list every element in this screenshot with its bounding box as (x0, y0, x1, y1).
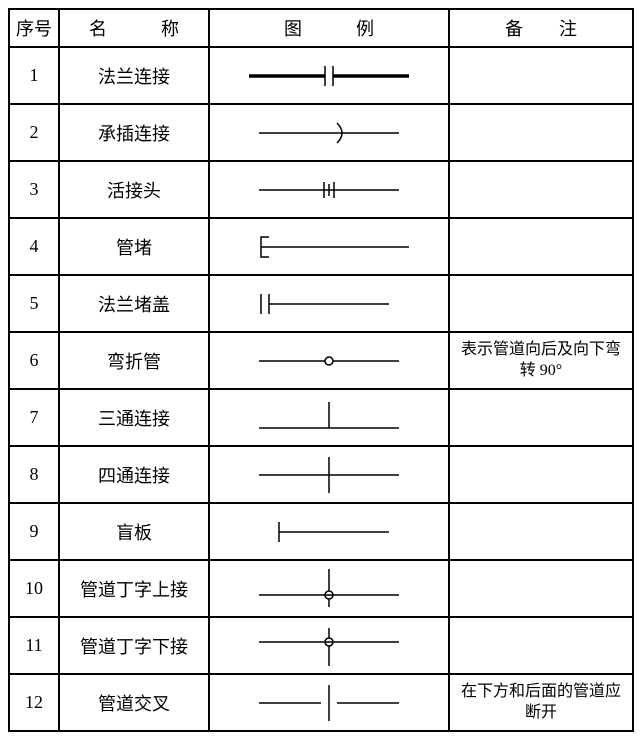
cell-num: 8 (9, 446, 59, 503)
cell-name: 管道丁字下接 (59, 617, 209, 674)
cell-name: 盲板 (59, 503, 209, 560)
symbol-blind-flange-icon (239, 280, 419, 328)
cell-num: 5 (9, 275, 59, 332)
cell-num: 6 (9, 332, 59, 389)
cell-name: 承插连接 (59, 104, 209, 161)
cell-note (449, 560, 633, 617)
table-row: 9盲板 (9, 503, 633, 560)
cell-num: 10 (9, 560, 59, 617)
symbol-tee-icon (239, 394, 419, 442)
cell-num: 9 (9, 503, 59, 560)
table-row: 8四通连接 (9, 446, 633, 503)
cell-note (449, 503, 633, 560)
table-row: 2承插连接 (9, 104, 633, 161)
cell-symbol (209, 104, 449, 161)
cell-symbol (209, 47, 449, 104)
cell-name: 管道丁字上接 (59, 560, 209, 617)
symbol-flange-icon (239, 52, 419, 100)
table-row: 5法兰堵盖 (9, 275, 633, 332)
symbol-union-icon (239, 166, 419, 214)
table-row: 11管道丁字下接 (9, 617, 633, 674)
table-row: 3活接头 (9, 161, 633, 218)
cell-note (449, 389, 633, 446)
cell-note (449, 446, 633, 503)
cell-num: 11 (9, 617, 59, 674)
cell-note: 表示管道向后及向下弯转 90° (449, 332, 633, 389)
symbol-tee-bottom-icon (239, 622, 419, 670)
cell-name: 四通连接 (59, 446, 209, 503)
symbol-socket-icon (239, 109, 419, 157)
table-row: 1法兰连接 (9, 47, 633, 104)
cell-note (449, 275, 633, 332)
cell-name: 法兰堵盖 (59, 275, 209, 332)
cell-name: 活接头 (59, 161, 209, 218)
cell-symbol (209, 389, 449, 446)
symbol-tee-top-icon (239, 565, 419, 613)
symbol-crossing-icon (239, 679, 419, 727)
cell-num: 2 (9, 104, 59, 161)
cell-symbol (209, 218, 449, 275)
cell-symbol (209, 503, 449, 560)
table-row: 12管道交叉 在下方和后面的管道应断开 (9, 674, 633, 731)
cell-symbol (209, 332, 449, 389)
col-num: 序号 (9, 9, 59, 47)
table-row: 7三通连接 (9, 389, 633, 446)
cell-note (449, 617, 633, 674)
col-symbol: 图 例 (209, 9, 449, 47)
cell-note (449, 218, 633, 275)
col-note: 备 注 (449, 9, 633, 47)
cell-name: 三通连接 (59, 389, 209, 446)
table-row: 10管道丁字上接 (9, 560, 633, 617)
cell-name: 管堵 (59, 218, 209, 275)
cell-note (449, 161, 633, 218)
cell-symbol (209, 674, 449, 731)
cell-note: 在下方和后面的管道应断开 (449, 674, 633, 731)
cell-symbol (209, 161, 449, 218)
cell-num: 4 (9, 218, 59, 275)
cell-note (449, 104, 633, 161)
cell-symbol (209, 617, 449, 674)
cell-num: 7 (9, 389, 59, 446)
symbol-bend-icon (239, 337, 419, 385)
table-row: 6弯折管 表示管道向后及向下弯转 90° (9, 332, 633, 389)
symbol-plug-icon (239, 223, 419, 271)
cell-name: 管道交叉 (59, 674, 209, 731)
cell-num: 3 (9, 161, 59, 218)
cell-num: 12 (9, 674, 59, 731)
symbol-cross-icon (239, 451, 419, 499)
symbol-blind-plate-icon (239, 508, 419, 556)
cell-symbol (209, 560, 449, 617)
cell-symbol (209, 446, 449, 503)
pipe-symbol-table: 序号 名 称 图 例 备 注 1法兰连接 2承插连接 3活接头 4管堵 5法兰堵… (8, 8, 634, 732)
header-row: 序号 名 称 图 例 备 注 (9, 9, 633, 47)
cell-symbol (209, 275, 449, 332)
cell-note (449, 47, 633, 104)
cell-name: 弯折管 (59, 332, 209, 389)
col-name: 名 称 (59, 9, 209, 47)
cell-num: 1 (9, 47, 59, 104)
table-row: 4管堵 (9, 218, 633, 275)
cell-name: 法兰连接 (59, 47, 209, 104)
